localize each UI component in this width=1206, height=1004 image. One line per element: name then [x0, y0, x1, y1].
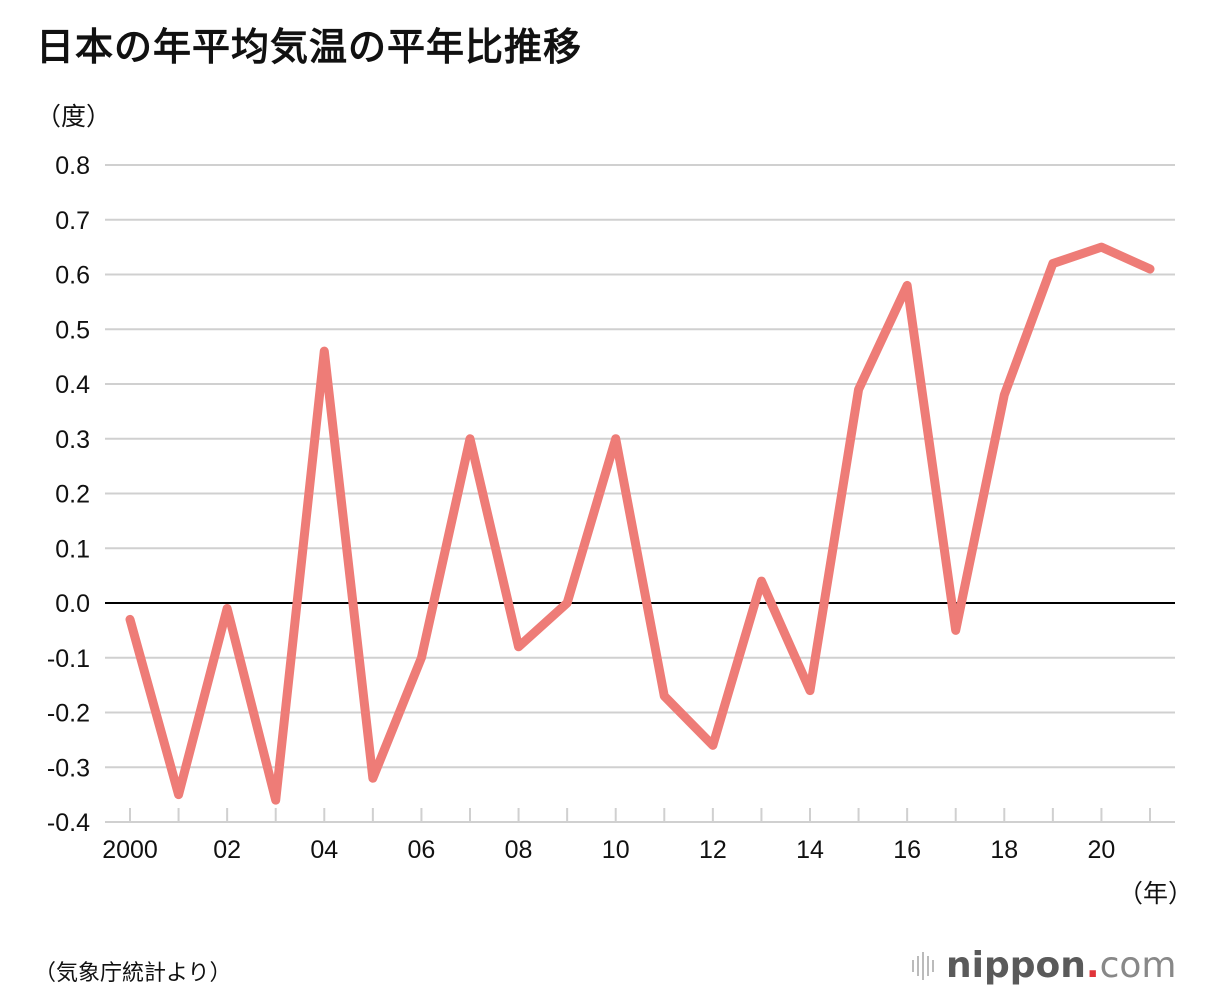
- x-tick-label: 08: [505, 836, 533, 864]
- source-note: （気象庁統計より）: [34, 961, 232, 986]
- y-tick-label: 0.5: [55, 316, 90, 344]
- x-tick-label: 04: [310, 836, 338, 864]
- y-tick-label: 0.7: [55, 207, 90, 235]
- x-tick-label: 02: [213, 836, 241, 864]
- chart-title: 日本の年平均気温の平年比推移: [36, 25, 583, 69]
- y-tick-label: 0.6: [55, 262, 90, 290]
- x-tick-label: 10: [602, 836, 630, 864]
- nippon-logo: nippon.com: [912, 945, 1176, 986]
- x-tick-label: 12: [699, 836, 727, 864]
- x-tick-label: 20: [1088, 836, 1116, 864]
- y-axis-label: （度）: [36, 103, 111, 131]
- y-tick-label: 0.0: [55, 590, 90, 618]
- series-line: [125, 242, 1155, 805]
- logo-tld: com: [1099, 945, 1177, 986]
- y-tick-label: 0.3: [55, 426, 90, 454]
- y-tick-label: 0.1: [55, 535, 90, 563]
- x-axis-label: （年）: [1118, 880, 1193, 908]
- x-tick-label: 06: [408, 836, 436, 864]
- x-tick-label: 14: [796, 836, 824, 864]
- y-tick-label: -0.2: [47, 700, 90, 728]
- logo-name: nippon: [946, 945, 1086, 986]
- logo-dot: .: [1085, 945, 1100, 986]
- y-tick-label: -0.4: [47, 809, 90, 837]
- y-tick-label: -0.3: [47, 754, 90, 782]
- x-tick-label: 16: [893, 836, 921, 864]
- y-tick-label: -0.1: [47, 645, 90, 673]
- x-tick-label: 18: [990, 836, 1018, 864]
- logo-bars-icon: [912, 951, 934, 980]
- y-tick-label: 0.2: [55, 481, 90, 509]
- y-tick-label: 0.4: [55, 371, 90, 399]
- y-tick-label: 0.8: [55, 152, 90, 180]
- x-tick-label: 2000: [102, 836, 158, 864]
